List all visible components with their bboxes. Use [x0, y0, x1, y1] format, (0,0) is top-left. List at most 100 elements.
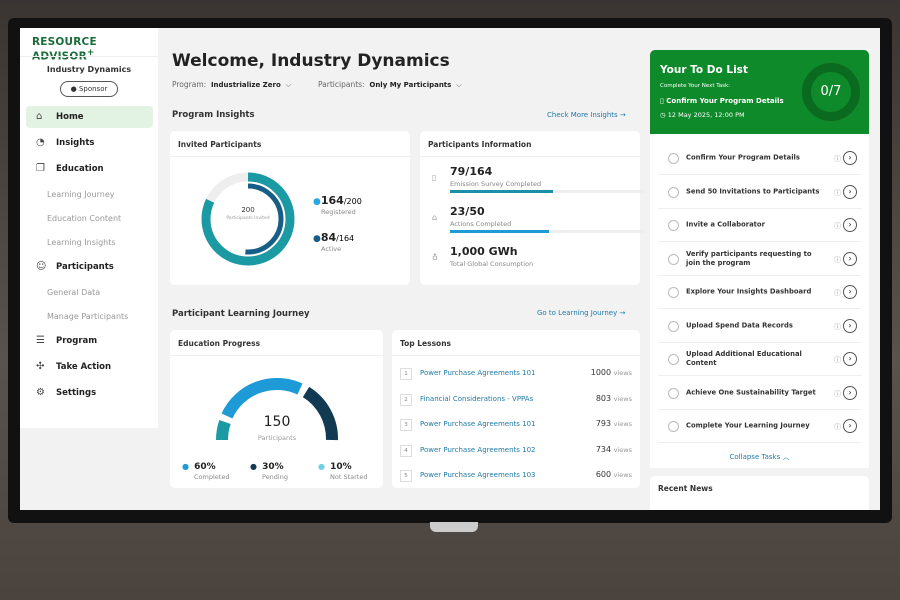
info-label: Emission Survey Completed: [450, 180, 542, 188]
help-icon[interactable]: ⓘ: [834, 389, 841, 398]
todo-task[interactable]: Explore Your Insights Dashboard ⓘ ›: [658, 276, 861, 309]
donut-total-label: Participants Invited: [226, 216, 270, 221]
sidebar-item[interactable]: ☺ Participants: [26, 256, 153, 278]
legend-item: ● 30% Pending: [250, 462, 288, 481]
sidebar-item[interactable]: ✣ Take Action: [26, 356, 153, 378]
chevron-right-icon[interactable]: ›: [843, 251, 857, 266]
card-title: Participants Information: [420, 131, 640, 157]
invited-donut: [201, 172, 295, 266]
todo-task[interactable]: Complete Your Learning Journey ⓘ ›: [658, 410, 861, 443]
info-value: 79/164: [450, 165, 493, 178]
task-checkbox[interactable]: [668, 220, 679, 231]
chevron-right-icon[interactable]: ›: [843, 218, 857, 232]
invited-participants-card: Invited Participants 200 Participants In…: [170, 131, 410, 285]
todo-task[interactable]: Upload Spend Data Records ⓘ ›: [658, 310, 861, 343]
task-checkbox[interactable]: [668, 287, 679, 298]
task-checkbox[interactable]: [668, 421, 679, 432]
screen: RESOURCE ADVISOR+ Industry Dynamics ● Sp…: [20, 28, 880, 510]
go-to-learning-journey-link[interactable]: Go to Learning Journey →: [537, 309, 626, 317]
task-checkbox[interactable]: [668, 320, 679, 332]
help-icon[interactable]: ⓘ: [834, 222, 841, 230]
next-task-label: Complete Your Next Task:: [660, 83, 731, 89]
lesson-row[interactable]: 4 Power Purchase Agreements 102 734 views: [400, 439, 632, 465]
task-checkbox[interactable]: [668, 186, 679, 198]
sidebar-item[interactable]: ⌂ Home: [26, 106, 153, 128]
lesson-row[interactable]: 2 Financial Considerations - VPPAs 803 vie…: [400, 388, 632, 414]
help-icon[interactable]: ⓘ: [834, 356, 841, 364]
next-task-link[interactable]: ▯ Confirm Your Program Details: [660, 97, 784, 105]
active-ring: [212, 183, 284, 255]
task-checkbox[interactable]: [668, 354, 679, 365]
clipboard-icon: ▯: [432, 173, 437, 182]
lesson-row[interactable]: 1 Power Purchase Agreements 101 1000 views: [400, 362, 632, 388]
chevron-right-icon[interactable]: ›: [843, 419, 857, 433]
card-title: Education Progress: [170, 330, 383, 356]
due-date: ◷ 12 May 2025, 12:00 PM: [660, 111, 745, 119]
monitor-stand: [430, 522, 478, 532]
sidebar-item[interactable]: ☰ Program: [26, 330, 153, 352]
info-label: Actions Completed: [450, 220, 512, 228]
top-lessons-card: Top Lessons 1 Power Purchase Agreements 1…: [392, 330, 640, 488]
todo-task[interactable]: Confirm Your Program Details ⓘ ›: [658, 142, 861, 175]
sidebar-subitem[interactable]: Education Content: [47, 214, 122, 223]
help-icon[interactable]: ⓘ: [834, 322, 841, 331]
section-title: Program Insights: [172, 110, 255, 120]
chevron-right-icon[interactable]: ›: [843, 318, 857, 333]
chevron-right-icon[interactable]: ›: [843, 151, 857, 165]
collapse-tasks-button[interactable]: Collapse Tasks ︿: [729, 453, 790, 461]
chevron-right-icon[interactable]: ›: [843, 184, 857, 199]
lesson-link: Power Purchase Agreements 101: [420, 369, 536, 377]
help-icon[interactable]: ⓘ: [834, 188, 841, 197]
lesson-row[interactable]: 3 Power Purchase Agreements 101 793 views: [400, 413, 632, 439]
check-more-insights-link[interactable]: Check More Insights →: [547, 111, 626, 119]
task-checkbox[interactable]: [668, 153, 679, 164]
legend-item: ● 60% Completed: [182, 462, 230, 481]
todo-task[interactable]: Invite a Collaborator ⓘ ›: [658, 209, 861, 242]
lesson-link: Power Purchase Agreements 103: [420, 471, 536, 479]
lesson-link: Power Purchase Agreements 102: [420, 445, 536, 454]
gear-icon: ⚙: [36, 387, 45, 398]
sidebar-subitem[interactable]: Learning Journey: [47, 190, 115, 199]
active-stat: ●84/164 Active: [313, 231, 355, 253]
bulb-icon: ♁: [432, 253, 438, 262]
participants-information-card: Participants Information ▯ 79/164 Emissi…: [420, 131, 645, 285]
gauge-completed: [221, 378, 303, 419]
task-checkbox[interactable]: [668, 387, 679, 399]
chevron-right-icon[interactable]: ›: [843, 352, 857, 366]
lesson-row[interactable]: 5 Power Purchase Agreements 103 600 views: [400, 464, 632, 490]
sidebar-subitem[interactable]: Manage Participants: [47, 312, 129, 321]
list-icon: ☰: [36, 335, 45, 346]
section-title: Participant Learning Journey: [172, 309, 310, 319]
donut-total: 200: [241, 206, 255, 214]
logo[interactable]: RESOURCE ADVISOR+: [32, 36, 97, 63]
chevron-right-icon[interactable]: ›: [843, 385, 857, 400]
todo-task[interactable]: Upload Additional Educational Content ⓘ ›: [658, 343, 861, 376]
todo-task[interactable]: Verify participants requesting to join t…: [658, 243, 861, 276]
help-icon[interactable]: ⓘ: [834, 155, 841, 163]
info-value: 23/50: [450, 205, 485, 218]
sidebar-subitem[interactable]: Learning Insights: [47, 238, 116, 247]
page-title: Welcome, Industry Dynamics: [172, 51, 450, 71]
program-filter[interactable]: Program: Industrialize Zero ⌵: [172, 80, 292, 89]
home-icon: ⌂: [36, 111, 43, 122]
org-name: Industry Dynamics: [46, 65, 132, 74]
info-label: Total Global Consumption: [450, 260, 534, 268]
chevron-right-icon[interactable]: ›: [843, 285, 857, 299]
legend-item: ● 10% Not Started: [318, 462, 368, 481]
sidebar-item[interactable]: ❐ Education: [26, 158, 153, 180]
help-icon[interactable]: ⓘ: [834, 255, 841, 264]
sidebar-item[interactable]: ◔ Insights: [26, 132, 153, 154]
sidebar: RESOURCE ADVISOR+ Industry Dynamics ● Sp…: [20, 28, 158, 428]
recent-news-card: Recent News: [650, 476, 869, 510]
info-value: 1,000 GWh: [450, 245, 518, 258]
task-checkbox[interactable]: [668, 253, 679, 265]
todo-header: Your To Do List Complete Your Next Task:…: [650, 50, 869, 134]
sidebar-subitem[interactable]: General Data: [47, 288, 101, 297]
role-badge[interactable]: ● Sponsor: [60, 81, 118, 97]
participants-filter[interactable]: Participants: Only My Participants ⌵: [318, 80, 462, 89]
help-icon[interactable]: ⓘ: [834, 423, 841, 431]
sidebar-item[interactable]: ⚙ Settings: [26, 382, 153, 404]
todo-task[interactable]: Achieve One Sustainability Target ⓘ ›: [658, 377, 861, 410]
todo-task[interactable]: Send 50 Invitations to Participants ⓘ ›: [658, 176, 861, 209]
help-icon[interactable]: ⓘ: [834, 289, 841, 297]
